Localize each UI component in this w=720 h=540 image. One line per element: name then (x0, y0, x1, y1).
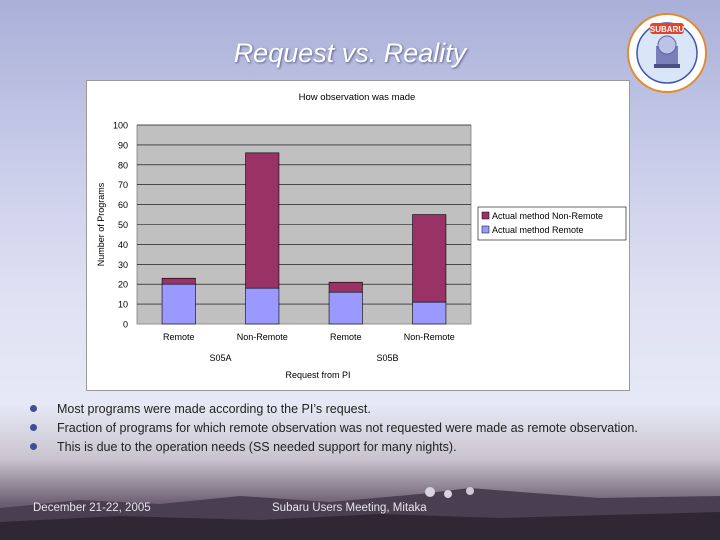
y-tick-label: 20 (118, 280, 128, 290)
y-axis-label: Number of Programs (96, 182, 106, 266)
bar-segment (328, 281, 363, 293)
legend-label: Actual method Remote (492, 225, 584, 235)
x-category-label: Remote (163, 332, 195, 342)
bar-segment (412, 214, 447, 303)
y-tick-label: 40 (118, 240, 128, 250)
y-tick-label: 60 (118, 200, 128, 210)
bar-segment (161, 283, 196, 325)
footer-event: Subaru Users Meeting, Mitaka (272, 502, 427, 514)
bullet-text: This is due to the operation needs (SS n… (57, 440, 457, 454)
x-category-label: Non-Remote (404, 332, 455, 342)
y-tick-label: 70 (118, 180, 128, 190)
bullet-dot-icon (30, 405, 37, 412)
legend-swatch (481, 211, 490, 220)
footer-date: December 21-22, 2005 (33, 502, 151, 514)
y-tick-label: 50 (118, 220, 128, 230)
bar-segment (245, 152, 280, 289)
subaru-logo: SUBARU (627, 13, 707, 93)
logo-text: SUBARU (650, 25, 684, 34)
bar-segment (161, 277, 196, 285)
bullet-dot-icon (30, 424, 37, 431)
bullet-item: Fraction of programs for which remote ob… (30, 421, 640, 435)
bar-chart: How observation was made 0 10 20 30 40 50 60 70 8… (96, 92, 627, 380)
y-tick-label: 0 (123, 320, 128, 330)
slide-title: Request vs. Reality (233, 38, 467, 68)
legend-box (477, 206, 627, 241)
bullet-list: Most programs were made according to the… (30, 402, 640, 459)
bullet-item: Most programs were made according to the… (30, 402, 640, 416)
bar-segment (245, 287, 280, 325)
bullet-item: This is due to the operation needs (SS n… (30, 440, 640, 454)
x-category-label: Remote (330, 332, 362, 342)
bullet-text: Fraction of programs for which remote ob… (57, 421, 638, 435)
chart-title: How observation was made (299, 92, 416, 103)
legend-swatch (481, 225, 490, 234)
x-axis-label: Request from PI (285, 370, 350, 380)
x-group-label: S05A (209, 353, 231, 363)
x-group-label: S05B (376, 353, 398, 363)
x-category-label: Non-Remote (237, 332, 288, 342)
legend-label: Actual method Non-Remote (492, 211, 603, 221)
mountain-silhouette (0, 487, 720, 540)
y-tick-label: 80 (118, 160, 128, 170)
bullet-dot-icon (30, 443, 37, 450)
bullet-text: Most programs were made according to the… (57, 402, 371, 416)
y-tick-label: 30 (118, 260, 128, 270)
bar-segment (412, 301, 447, 325)
bar-segment (328, 291, 363, 325)
y-tick-label: 10 (118, 300, 128, 310)
chart-panel: How observation was made 0 10 20 30 40 50 60 70 8… (86, 80, 630, 391)
y-tick-label: 90 (118, 140, 128, 150)
y-tick-label: 100 (113, 121, 128, 131)
